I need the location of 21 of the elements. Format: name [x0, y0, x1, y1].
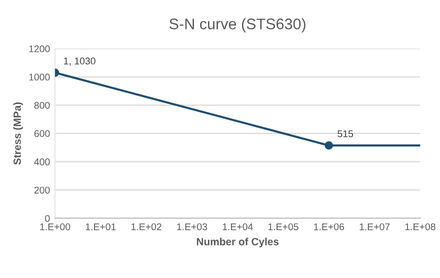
x-tick-label: 1.E+05	[268, 223, 298, 230]
y-tick-label: 800	[34, 102, 50, 109]
annotation: 515	[338, 130, 354, 138]
x-tick-label: 1.E+07	[360, 223, 390, 230]
y-tick-label: 1200	[29, 45, 50, 52]
x-tick-label: 1.E+08	[405, 223, 436, 230]
x-tick-label: 1.E+01	[86, 223, 116, 230]
x-tick-label: 1.E+06	[314, 223, 344, 230]
annotation: 1, 1030	[64, 58, 96, 66]
y-tick-label: 200	[34, 186, 50, 194]
x-axis-title: Number of Cyles	[196, 238, 279, 248]
x-tick-label: 1.E+04	[222, 223, 253, 230]
y-tick-label: 400	[34, 158, 50, 166]
x-tick-label: 1.E+03	[177, 223, 208, 230]
y-tick-label: 0	[45, 214, 50, 222]
x-tick-label: 1.E+02	[132, 223, 162, 230]
y-tick-label: 600	[34, 130, 50, 138]
y-tick-label: 1000	[29, 74, 50, 81]
chart-title: S-N curve (STS630)	[170, 18, 306, 32]
x-tick-label: 1.E+00	[40, 223, 70, 230]
y-axis-title: Stress (MPa)	[13, 102, 23, 165]
